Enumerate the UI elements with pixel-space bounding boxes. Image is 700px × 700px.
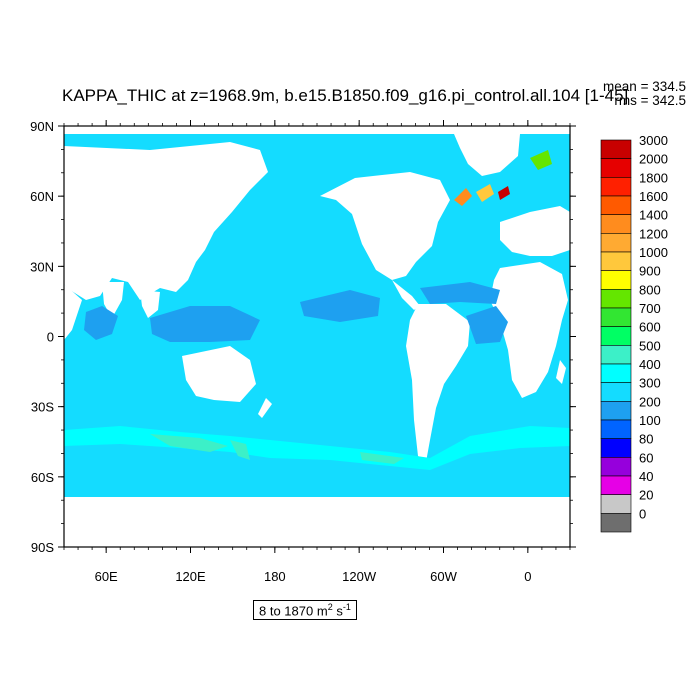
india-land xyxy=(102,282,124,318)
colorbar-label: 300 xyxy=(639,376,661,391)
greenland-land xyxy=(454,134,520,176)
labrador-hotspot xyxy=(454,188,472,206)
colorbar-swatch xyxy=(600,139,632,159)
southern-band-green xyxy=(150,434,228,452)
colorbar-swatch xyxy=(600,158,632,178)
colorbar-label: 100 xyxy=(639,413,661,428)
new-zealand-land xyxy=(258,398,272,418)
colorbar-swatch xyxy=(600,457,632,477)
colorbar-swatch xyxy=(600,382,632,402)
colorbar-label: 500 xyxy=(639,338,661,353)
colorbar-label: 800 xyxy=(639,282,661,297)
range-unit-mid: s xyxy=(332,603,343,619)
colorbar-swatch xyxy=(600,401,632,421)
colorbar-swatch xyxy=(600,326,632,346)
colorbar-swatch xyxy=(600,251,632,271)
mean-stat: mean = 334.5 xyxy=(603,79,686,94)
southern-band-green3 xyxy=(230,440,250,460)
colorbar-label: 200 xyxy=(639,394,661,409)
colorbar-swatch xyxy=(600,513,632,533)
colorbar-label: 1800 xyxy=(639,170,668,185)
y-tick-label: 30N xyxy=(30,259,54,274)
plot-title: KAPPA_THIC at z=1968.9m, b.e15.B1850.f09… xyxy=(62,86,629,105)
colorbar-swatch xyxy=(600,363,632,383)
y-tick-label: 60S xyxy=(31,470,54,485)
central-america-land xyxy=(392,280,420,310)
colorbar-swatch xyxy=(600,307,632,327)
colorbar: 3000200018001600140012001000900800700600… xyxy=(600,133,668,533)
colorbar-swatch xyxy=(600,195,632,215)
europe-land xyxy=(500,206,570,256)
range-unit-exp2: -1 xyxy=(342,602,351,612)
colorbar-label: 1200 xyxy=(639,226,668,241)
sahara-blue xyxy=(420,282,500,304)
africa-east-land xyxy=(64,284,82,340)
colorbar-label: 900 xyxy=(639,264,661,279)
rms-stat: rms = 342.5 xyxy=(614,93,686,108)
colorbar-swatch xyxy=(600,494,632,514)
y-axis-ticks: 90N 60N 30N 0 30S 60S 90S xyxy=(30,119,576,555)
colorbar-label: 700 xyxy=(639,301,661,316)
southern-band-green2 xyxy=(360,452,404,464)
y-tick-label: 90N xyxy=(30,119,54,134)
australia-land xyxy=(182,346,256,402)
colorbar-label: 600 xyxy=(639,320,661,335)
colorbar-label: 1600 xyxy=(639,189,668,204)
x-tick-label: 60E xyxy=(95,569,118,584)
pacific-blue xyxy=(300,290,380,322)
colorbar-swatch xyxy=(600,419,632,439)
indian-ocean-blue xyxy=(84,306,118,340)
eurasia-land xyxy=(64,142,268,300)
arctic-land xyxy=(64,126,570,134)
colorbar-label: 3000 xyxy=(639,133,668,148)
colorbar-swatch xyxy=(600,345,632,365)
x-tick-label: 180 xyxy=(264,569,286,584)
colorbar-label: 40 xyxy=(639,469,653,484)
colorbar-swatch xyxy=(600,475,632,495)
colorbar-label: 1400 xyxy=(639,208,668,223)
colorbar-swatch xyxy=(600,289,632,309)
range-unit-exp1: 2 xyxy=(327,602,333,612)
colorbar-label: 1000 xyxy=(639,245,668,260)
madagascar-land xyxy=(556,360,566,384)
y-tick-label: 30S xyxy=(31,400,54,415)
colorbar-label: 60 xyxy=(639,450,653,465)
colorbar-swatch xyxy=(600,438,632,458)
north-america-land xyxy=(320,172,450,280)
colorbar-label: 80 xyxy=(639,432,653,447)
south-america-land xyxy=(406,304,470,462)
y-tick-label: 0 xyxy=(47,330,54,345)
range-unit-base: m xyxy=(316,603,328,619)
colorbar-label: 0 xyxy=(639,506,646,521)
colorbar-label: 400 xyxy=(639,357,661,372)
colorbar-swatch xyxy=(600,270,632,290)
africa-land xyxy=(490,262,568,398)
colorbar-swatch xyxy=(600,233,632,253)
colorbar-label: 2000 xyxy=(639,152,668,167)
antarctica-land xyxy=(64,497,570,547)
se-asia-land xyxy=(140,290,160,318)
atlantic-blue xyxy=(466,306,508,344)
colorbar-label: 20 xyxy=(639,488,653,503)
indo-pacific-blue xyxy=(150,306,260,342)
x-tick-label: 60W xyxy=(430,569,457,584)
x-tick-label: 120E xyxy=(175,569,206,584)
x-axis-ticks: 60E 120E 180 120W 60W 0 xyxy=(63,120,571,584)
colorbar-swatch xyxy=(600,214,632,234)
x-tick-label: 0 xyxy=(524,569,531,584)
nordic-hotspot xyxy=(530,150,552,170)
southern-band-cyan xyxy=(64,426,570,470)
labrador-hotspot-2 xyxy=(476,184,494,202)
labrador-hotspot-3 xyxy=(498,186,510,200)
range-value: 8 to 1870 xyxy=(259,603,314,619)
y-tick-label: 90S xyxy=(31,540,54,555)
colorbar-swatch xyxy=(600,177,632,197)
y-tick-label: 60N xyxy=(30,189,54,204)
x-tick-label: 120W xyxy=(342,569,377,584)
range-label-box: 8 to 1870 m2 s-1 xyxy=(253,600,357,621)
